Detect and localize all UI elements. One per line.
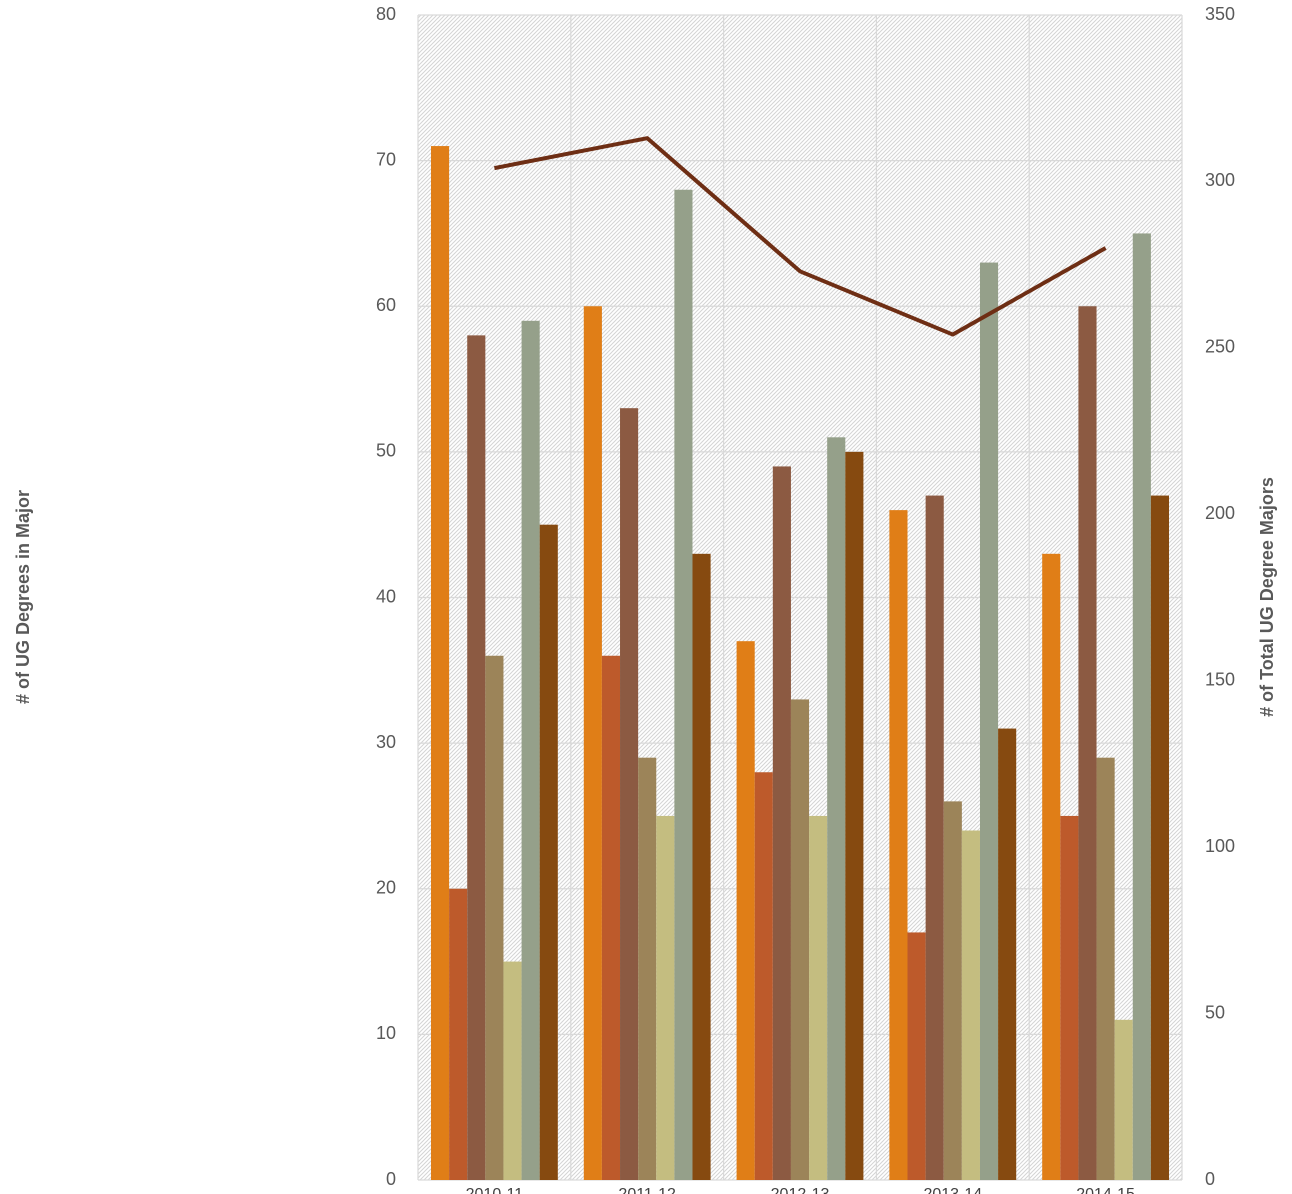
category-label: 2013-14 bbox=[923, 1186, 982, 1194]
bar-series-4-2013-14 bbox=[943, 801, 962, 1180]
y2-tick-label: 250 bbox=[1205, 337, 1235, 357]
category-label: 2012-13 bbox=[771, 1186, 830, 1194]
bar-series-6-2012-13 bbox=[827, 437, 846, 1180]
bar-series-5-2012-13 bbox=[809, 815, 828, 1180]
bar-series-6-2011-12 bbox=[674, 189, 693, 1180]
bar-series-5-2014-15 bbox=[1114, 1019, 1133, 1180]
bar-series-7-2010-11 bbox=[539, 524, 558, 1180]
category-label: 2010-11 bbox=[466, 1186, 524, 1194]
y-tick-label: 0 bbox=[386, 1169, 396, 1189]
bar-series-2-2013-14 bbox=[907, 932, 926, 1180]
bar-series-1-2014-15 bbox=[1042, 553, 1061, 1180]
category-label: 2011-12 bbox=[618, 1186, 676, 1194]
bar-series-4-2011-12 bbox=[638, 757, 657, 1180]
bar-series-6-2010-11 bbox=[521, 320, 540, 1180]
axis-ticks: 0 10 20 30 40 50 60 70 80 0 50 100 150 200 250 300 350 bbox=[376, 4, 1235, 1189]
bar-series-3-2013-14 bbox=[925, 495, 944, 1180]
y-tick-label: 40 bbox=[376, 586, 396, 606]
bar-series-4-2012-13 bbox=[790, 699, 810, 1180]
y2-tick-label: 100 bbox=[1205, 836, 1235, 856]
y-axis-title: # of UG Degrees in Major bbox=[13, 490, 33, 704]
bar-series-2-2012-13 bbox=[754, 772, 773, 1180]
bar-series-1-2012-13 bbox=[736, 641, 755, 1180]
category-label: 2014-15 bbox=[1076, 1186, 1135, 1194]
bar-series-6-2013-14 bbox=[979, 262, 999, 1180]
bar-series-1-2013-14 bbox=[889, 510, 908, 1180]
y2-tick-label: 150 bbox=[1205, 669, 1235, 689]
bar-series-5-2010-11 bbox=[503, 961, 522, 1180]
bar-series-group bbox=[430, 146, 1170, 1180]
y2-tick-label: 350 bbox=[1205, 4, 1235, 24]
y-tick-label: 20 bbox=[376, 878, 396, 898]
bar-series-7-2013-14 bbox=[998, 728, 1017, 1180]
y2-tick-label: 0 bbox=[1205, 1169, 1215, 1189]
y2-axis-title: # of Total UG Degree Majors bbox=[1257, 477, 1277, 717]
bar-series-7-2011-12 bbox=[692, 553, 711, 1180]
bar-series-4-2010-11 bbox=[485, 655, 504, 1180]
bar-series-4-2014-15 bbox=[1096, 757, 1115, 1180]
bar-series-5-2013-14 bbox=[961, 830, 980, 1180]
y-tick-label: 80 bbox=[376, 4, 396, 24]
y-tick-label: 60 bbox=[376, 295, 396, 315]
bar-series-6-2014-15 bbox=[1132, 233, 1151, 1180]
bar-series-3-2010-11 bbox=[467, 335, 486, 1180]
y-tick-label: 10 bbox=[376, 1023, 396, 1043]
bar-series-7-2014-15 bbox=[1150, 495, 1170, 1180]
y-tick-label: 50 bbox=[376, 441, 396, 461]
category-labels: 2010-11 2011-12 2012-13 2013-14 2014-15 bbox=[466, 1186, 1135, 1194]
y2-tick-label: 200 bbox=[1205, 503, 1235, 523]
bar-series-2-2010-11 bbox=[449, 888, 468, 1180]
bar-series-5-2011-12 bbox=[656, 815, 675, 1180]
total-line bbox=[494, 136, 1107, 337]
bar-series-2-2011-12 bbox=[601, 655, 621, 1180]
bar-series-7-2012-13 bbox=[845, 451, 864, 1180]
bar-series-1-2011-12 bbox=[583, 306, 602, 1180]
bar-series-3-2011-12 bbox=[620, 408, 639, 1180]
bar-series-2-2014-15 bbox=[1060, 815, 1079, 1180]
bar-series-1-2010-11 bbox=[430, 146, 450, 1180]
bar-series-3-2012-13 bbox=[772, 466, 791, 1180]
y2-tick-label: 300 bbox=[1205, 170, 1235, 190]
y-tick-label: 30 bbox=[376, 732, 396, 752]
y2-tick-label: 50 bbox=[1205, 1002, 1225, 1022]
line-series-group bbox=[494, 136, 1107, 337]
bar-series-3-2014-15 bbox=[1078, 306, 1097, 1180]
y-tick-label: 70 bbox=[376, 149, 396, 169]
